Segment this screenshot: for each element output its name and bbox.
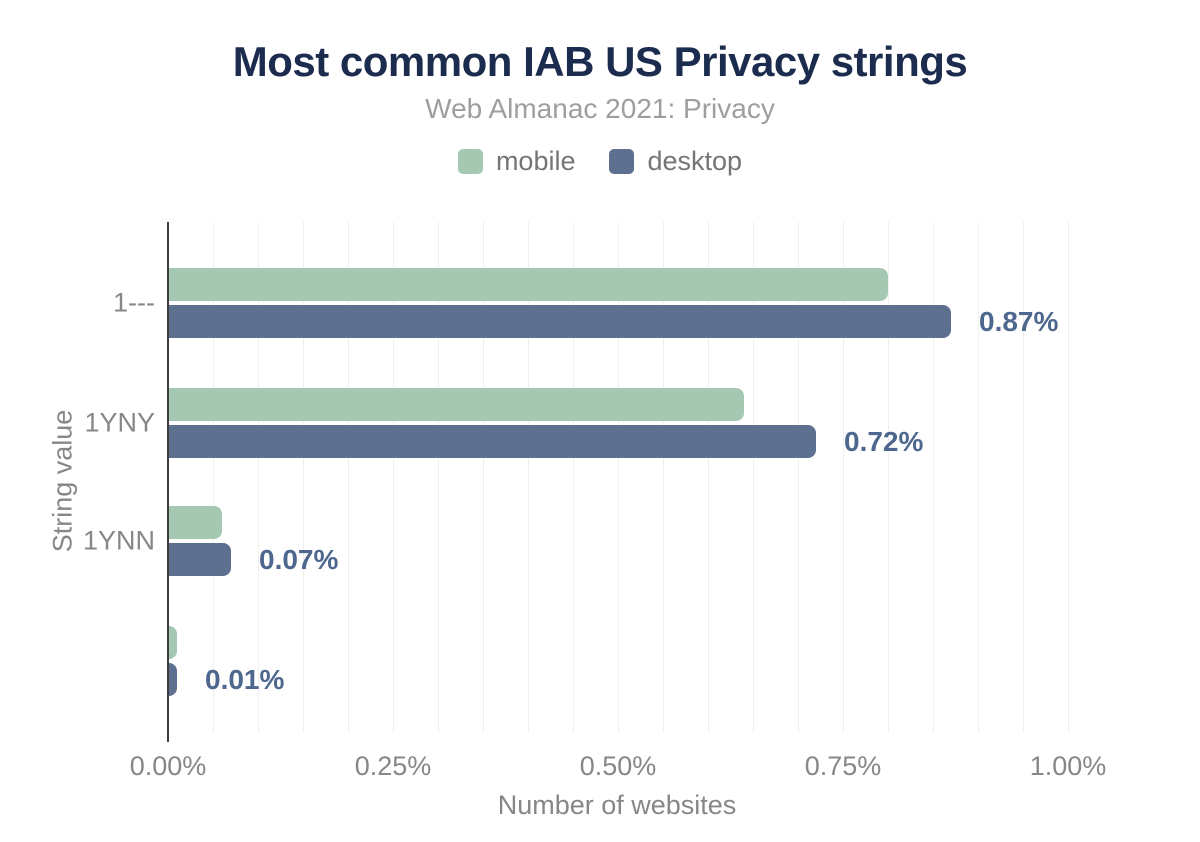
gridline (573, 222, 574, 733)
gridline (753, 222, 754, 733)
bar-desktop-blank[interactable] (168, 663, 177, 696)
data-label: 0.72% (844, 425, 924, 457)
chart-subtitle: Web Almanac 2021: Privacy (425, 93, 775, 124)
category-label: 1YNN (82, 525, 155, 556)
bar-desktop-1YNN[interactable] (168, 543, 231, 576)
data-label: 0.07% (259, 543, 339, 575)
gridline (258, 222, 259, 733)
gridline (303, 222, 304, 733)
category-label: 1--- (113, 287, 155, 318)
x-axis-tick-label: 0.75% (804, 751, 882, 781)
x-axis-title: Number of websites (497, 790, 737, 820)
x-axis-tick-label: 0.25% (354, 751, 432, 781)
legend-item-mobile[interactable]: mobile (457, 146, 576, 176)
legend: mobile desktop (0, 146, 1200, 176)
x-axis-tick-label: 0.50% (579, 751, 657, 781)
gridline (843, 222, 844, 733)
gridline (933, 222, 934, 733)
gridline (618, 222, 619, 733)
gridline (798, 222, 799, 733)
gridline (663, 222, 664, 733)
mobile-swatch-icon (457, 149, 483, 174)
legend-label-desktop: desktop (647, 146, 743, 176)
desktop-swatch-icon (609, 149, 635, 174)
data-label: 0.87% (979, 305, 1059, 337)
gridline (213, 222, 214, 733)
chart-title: Most common IAB US Privacy strings (232, 38, 968, 85)
gridline (1068, 222, 1069, 733)
legend-item-desktop[interactable]: desktop (609, 146, 743, 176)
bar-desktop-1---[interactable] (168, 305, 951, 338)
gridline (888, 222, 889, 733)
gridline (528, 222, 529, 733)
x-axis-tick-label: 0.00% (129, 751, 207, 781)
gridline (708, 222, 709, 733)
x-axis-tick-label: 1.00% (1029, 751, 1107, 781)
gridline (483, 222, 484, 733)
gridline (1023, 222, 1024, 733)
bar-mobile-1YNN[interactable] (168, 506, 222, 539)
category-label: 1YNY (84, 407, 155, 438)
gridline (393, 222, 394, 733)
bar-mobile-1---[interactable] (168, 268, 888, 301)
bar-mobile-1YNY[interactable] (168, 388, 744, 421)
data-label: 0.01% (205, 663, 285, 695)
gridline (438, 222, 439, 733)
y-axis-line (167, 222, 169, 742)
bar-mobile-blank[interactable] (168, 626, 177, 659)
gridline (978, 222, 979, 733)
legend-label-mobile: mobile (495, 146, 576, 176)
bar-desktop-1YNY[interactable] (168, 425, 816, 458)
gridline (348, 222, 349, 733)
